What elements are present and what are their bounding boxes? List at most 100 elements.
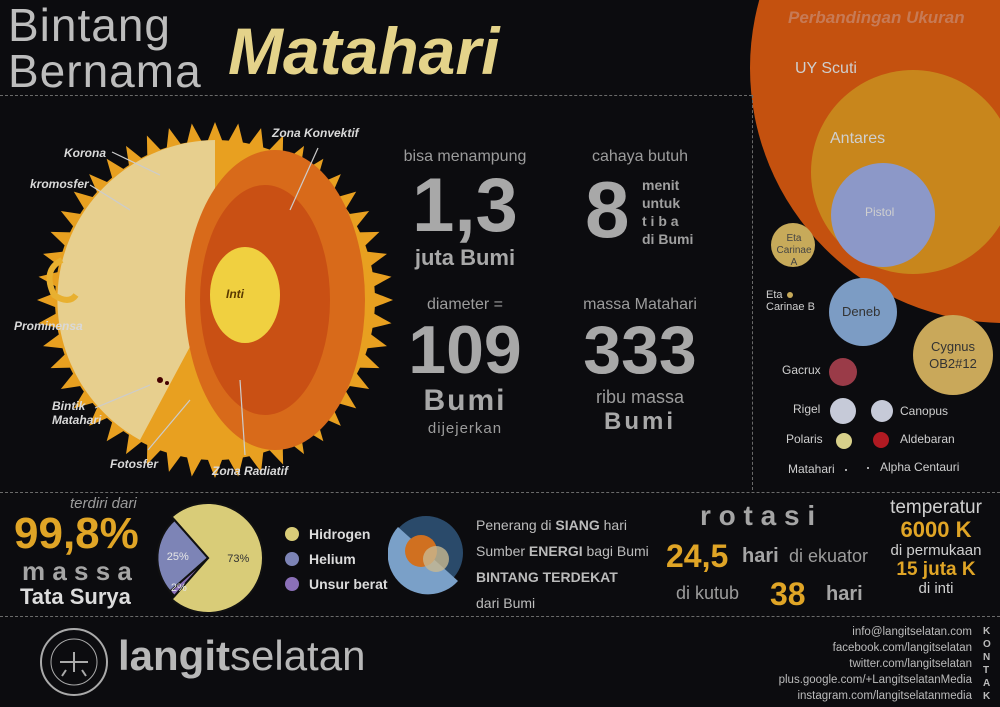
corona-spike [227,123,244,145]
day-night-sun-icon [388,516,463,595]
legend-swatch [285,527,299,541]
corona-spike [126,432,143,455]
corona-spike [89,405,110,426]
light-prefix: cahaya butuh [591,148,689,165]
polaris-circle [836,433,852,449]
label-eta-carinae-a: Eta Carinae A [776,233,812,268]
size-comparison-title: Perbandingan Ukuran [788,8,965,27]
page-title: Matahari [228,14,500,88]
rotation-pole-unit: hari [826,583,863,605]
corona-spike [207,457,223,478]
role-line-2: Sumber ENERGI bagi Bumi [476,543,649,559]
corona-spike [106,420,126,442]
capacity-prefix: bisa menampung [403,148,527,165]
roles-text: Penerang di SIANG hari Sumber ENERGI bag… [476,512,649,616]
eta-carinae-b-circle [787,292,793,298]
legend-item-helium: Helium [285,547,388,572]
pistol-circle [831,163,935,267]
rigel-circle [830,398,856,424]
label-polaris: Polaris [786,432,823,446]
light-unit-2: untuk [642,195,681,211]
rotation-pole-label: di kutub [676,583,740,603]
light-unit-4: di Bumi [642,231,694,247]
pie-slice-hidrogen [170,502,264,614]
mass-value: 333 [583,312,697,388]
composition-value: 99,8% [14,509,139,558]
light-unit-3: t i b a [642,213,679,229]
temperature-title: temperatur [890,497,982,518]
legend-swatch [285,577,299,591]
light-unit: menit untuk t i b a di Bumi [642,176,693,248]
label-prominensa: Prominensa [14,319,83,333]
title-line2: Bernama [8,45,202,97]
label-matahari: Matahari [788,462,835,476]
corona-spike [347,372,370,389]
rotation-equator-label: di ekuator [789,546,869,566]
label-zona-radiatif: Zona Radiatif [212,464,289,478]
label-kromosfer: kromosfer [30,177,89,191]
composition-prefix: terdiri dari [70,495,137,512]
label-inti: Inti [226,287,244,301]
corona-spike [89,174,110,195]
label-cygnus: Cygnus OB2#12 [929,339,977,371]
temperature-surface-label: di permukaan [890,542,982,559]
pie-label: 73% [227,553,249,565]
label-aldebaran: Aldebaran [900,432,955,446]
legend-item-unsur-berat: Unsur berat [285,572,388,597]
role-line-3: BINTANG TERDEKAT [476,569,618,585]
rotation-equator-unit: hari [742,545,779,567]
mass-prefix: massa Matahari [583,296,697,313]
temperature-block: temperatur 6000 K di permukaan 15 juta K… [880,497,992,597]
light-value: 8 [585,165,630,254]
mass-unit: ribu massa [595,387,685,407]
label-gacrux: Gacrux [782,363,821,377]
legend-label: Unsur berat [309,576,388,592]
alpha-centauri-dot [867,467,869,469]
canopus-circle [871,400,893,422]
contact-facebook[interactable]: facebook.com/langitselatan [832,642,972,654]
corona-spike [370,312,392,329]
temperature-core-value: 15 juta K [896,559,976,580]
label-rigel: Rigel [793,402,821,416]
light-unit-1: menit [642,177,680,193]
corona-spike [372,292,393,308]
label-fotosfer: Fotosfer [110,457,158,471]
composition-pie-chart: 73% 25% 2% [156,502,264,614]
composition-suffix: Tata Surya [20,584,131,609]
sun-diagram [37,122,393,478]
pie-label: 25% [167,551,189,563]
temperature-surface-value: 6000 K [900,517,972,542]
contact-instagram[interactable]: instagram.com/langitselatanmedia [797,690,972,702]
corona-spike [43,333,65,349]
corona-spike [248,450,264,472]
diameter-prefix: diameter = [426,296,504,313]
mass-suffix: Bumi [604,408,676,435]
contact-title: KONTAK [983,626,991,702]
diameter-suffix: dijejerkan [427,420,503,437]
temperature-core-label: di inti [918,580,954,597]
rotation-title: r o t a s i [700,500,816,531]
role-line-1: Penerang di SIANG hari [476,517,627,533]
corona-spike [335,191,357,211]
brand-bold: langit [118,632,230,679]
label-eta-carinae-b: Eta Carinae B [766,289,815,313]
contact-twitter[interactable]: twitter.com/langitselatan [849,658,972,670]
label-pistol: Pistol [865,205,895,219]
deneb-circle [829,278,897,346]
pie-label: 2% [171,582,187,594]
pie-slice-helium [156,518,210,593]
brand-light: selatan [230,632,366,679]
cygnus-circle [913,315,993,395]
label-canopus: Canopus [900,404,949,418]
corona-spike [73,389,95,409]
label-zona-konvektif: Zona Konvektif [272,126,359,140]
rotation-equator-value: 24,5 [666,538,729,574]
corona-spike [365,251,387,267]
contact-email[interactable]: info@langitselatan.com [852,626,972,638]
legend-label: Hidrogen [309,526,371,542]
contact-google-plus[interactable]: plus.google.com/+LangitselatanMedia [778,674,972,686]
contact-list: info@langitselatan.com facebook.com/lang… [779,624,972,704]
label-uy-scuti: UY Scuti [795,60,857,77]
composition-unit: m a s s a [22,556,132,586]
label-deneb: Deneb [842,304,881,319]
